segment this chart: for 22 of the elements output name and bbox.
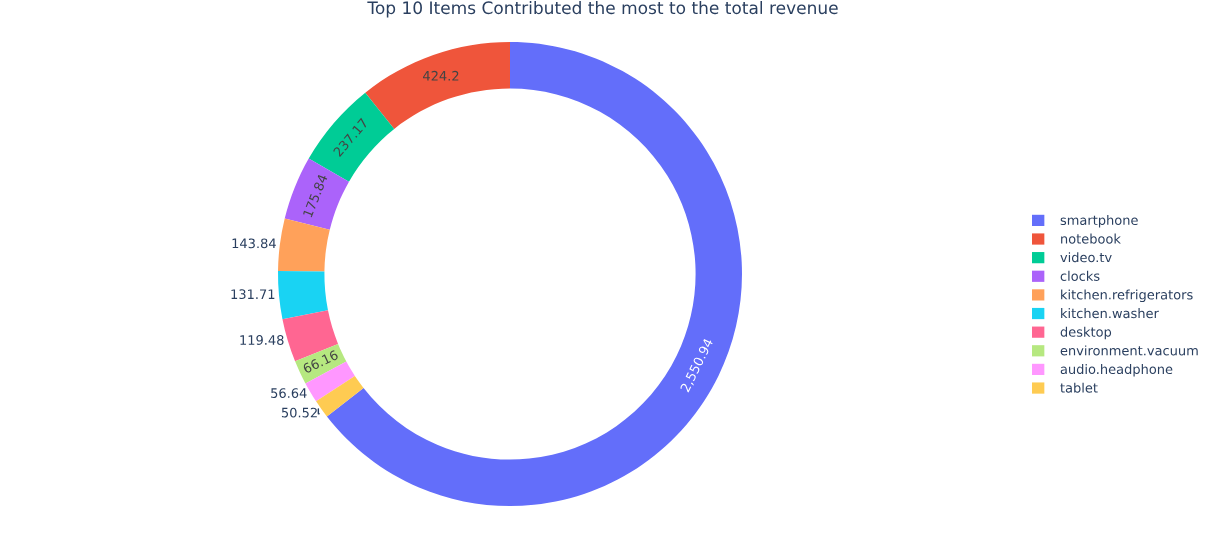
donut-slice	[278, 271, 328, 320]
donut-slice	[284, 158, 349, 230]
legend-label: desktop	[1060, 326, 1112, 340]
data-label: 56.64	[271, 388, 307, 398]
donut-slice	[316, 375, 364, 417]
legend-label: clocks	[1060, 270, 1100, 281]
legend-label: kitchen.refrigerators	[1061, 289, 1193, 303]
legend-label: video.tv	[1060, 252, 1112, 263]
data-label: 50.52	[281, 407, 317, 418]
legend-label: notebook	[1061, 233, 1121, 244]
data-label: 119.48	[240, 335, 284, 345]
data-label: 424.2	[423, 70, 459, 81]
donut-slice	[365, 42, 510, 129]
chart-title: Top 10 Items Contributed the most to the total revenue	[367, 1, 838, 18]
data-label: 131.71	[231, 289, 275, 300]
data-label: 143.84	[232, 238, 276, 249]
donut-slice	[278, 218, 330, 272]
legend-label: tablet	[1060, 382, 1098, 393]
legend-label: audio.headphone	[1060, 364, 1173, 377]
legend-label: kitchen.washer	[1061, 308, 1159, 319]
legend-label: smartphone	[1060, 214, 1138, 228]
legend-label: environment.vacuum	[1060, 345, 1198, 356]
